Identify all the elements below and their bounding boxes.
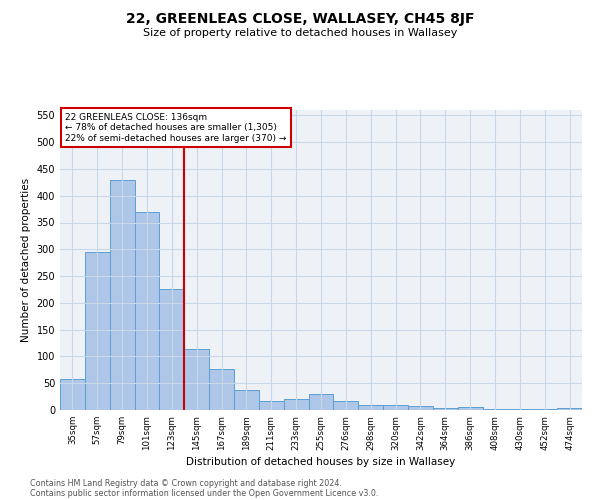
Bar xyxy=(184,350,209,410)
Bar xyxy=(284,400,308,410)
Text: Contains public sector information licensed under the Open Government Licence v3: Contains public sector information licen… xyxy=(30,488,379,498)
Text: Size of property relative to detached houses in Wallasey: Size of property relative to detached ho… xyxy=(143,28,457,38)
Bar xyxy=(110,180,134,410)
Text: 22 GREENLEAS CLOSE: 136sqm
← 78% of detached houses are smaller (1,305)
22% of s: 22 GREENLEAS CLOSE: 136sqm ← 78% of deta… xyxy=(65,113,287,143)
Text: 22, GREENLEAS CLOSE, WALLASEY, CH45 8JF: 22, GREENLEAS CLOSE, WALLASEY, CH45 8JF xyxy=(126,12,474,26)
Bar xyxy=(557,408,582,410)
Bar xyxy=(160,290,184,410)
Bar xyxy=(209,370,234,410)
Text: Contains HM Land Registry data © Crown copyright and database right 2024.: Contains HM Land Registry data © Crown c… xyxy=(30,478,342,488)
Bar xyxy=(358,404,383,410)
Bar xyxy=(259,401,284,410)
Y-axis label: Number of detached properties: Number of detached properties xyxy=(21,178,31,342)
Bar xyxy=(134,212,160,410)
Bar xyxy=(234,390,259,410)
Bar xyxy=(308,394,334,410)
Bar xyxy=(433,408,458,410)
X-axis label: Distribution of detached houses by size in Wallasey: Distribution of detached houses by size … xyxy=(187,456,455,466)
Bar xyxy=(85,252,110,410)
Bar xyxy=(60,380,85,410)
Bar xyxy=(383,405,408,410)
Bar xyxy=(334,401,358,410)
Bar xyxy=(458,408,482,410)
Bar xyxy=(408,406,433,410)
